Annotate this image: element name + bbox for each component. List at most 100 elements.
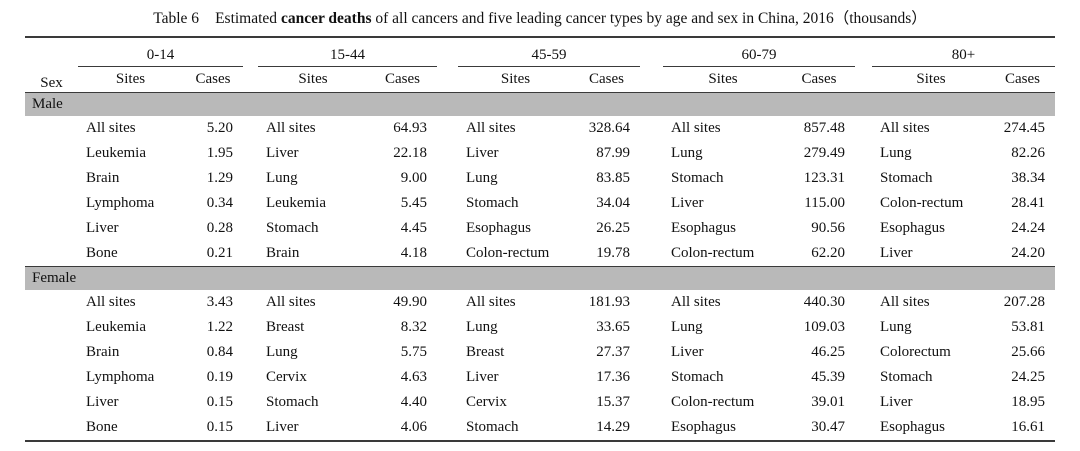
- spacer: [640, 37, 663, 93]
- cases-cell: 207.28: [1003, 294, 1045, 310]
- cases-cell: 4.63: [400, 369, 427, 385]
- cases-cell: 181.93: [588, 294, 630, 310]
- cases-cell: 0.28: [206, 220, 233, 236]
- site-cell: Bone: [78, 415, 183, 442]
- cases-cell: 90.56: [811, 220, 845, 236]
- age-group-header-80plus: 80+: [872, 37, 1055, 67]
- cases-cell: 3.43: [206, 294, 233, 310]
- age-group-header-0-14: 0-14: [78, 37, 243, 67]
- age-group-header-15-44: 15-44: [258, 37, 437, 67]
- site-cell: Leukemia: [86, 319, 146, 335]
- sex-spacer-cell: [25, 340, 78, 365]
- cases-cell: 279.49: [803, 145, 845, 161]
- site-cell: Lymphoma: [86, 369, 155, 385]
- cases-cell: 857.48: [803, 120, 845, 136]
- site-cell: All sites: [466, 294, 516, 310]
- site-cell: Stomach: [880, 369, 933, 385]
- cases-cell: 25.66: [1011, 344, 1045, 360]
- cases-cell: 30.47: [783, 415, 855, 442]
- site-cell: Stomach: [671, 369, 724, 385]
- site-cell: Liver: [466, 369, 499, 385]
- caption-bold: cancer deaths: [280, 10, 372, 27]
- male-section-header: Male: [25, 92, 1055, 116]
- spacer: [855, 216, 872, 241]
- cases-cell: 14.29: [573, 415, 640, 442]
- site-cell: Lung: [266, 170, 298, 186]
- table-row: Brain 1.29 Lung 9.00 Lung 83.85 Stomach …: [25, 166, 1055, 191]
- cases-cell: 38.34: [1011, 170, 1045, 186]
- male-section-label: Male: [25, 92, 1055, 116]
- site-cell: Brain: [86, 344, 120, 360]
- table-row: Brain 0.84 Lung 5.75 Breast 27.37 Liver …: [25, 340, 1055, 365]
- site-cell: Cervix: [466, 394, 507, 410]
- table-row: Leukemia 1.95 Liver 22.18 Liver 87.99 Lu…: [25, 141, 1055, 166]
- site-cell: Lung: [466, 319, 498, 335]
- cases-cell: 0.84: [206, 344, 233, 360]
- spacer: [640, 290, 663, 315]
- spacer: [640, 191, 663, 216]
- cases-cell: 9.00: [400, 170, 427, 186]
- cases-cell: 5.45: [400, 195, 427, 211]
- spacer: [437, 141, 458, 166]
- site-cell: All sites: [671, 120, 721, 136]
- site-cell: Liver: [86, 394, 119, 410]
- cases-cell: 1.22: [206, 319, 233, 335]
- spacer: [437, 166, 458, 191]
- spacer: [855, 37, 872, 93]
- table-row: Liver 0.28 Stomach 4.45 Esophagus 26.25 …: [25, 216, 1055, 241]
- spacer: [640, 315, 663, 340]
- site-cell: All sites: [671, 294, 721, 310]
- table-row: Lymphoma 0.34 Leukemia 5.45 Stomach 34.0…: [25, 191, 1055, 216]
- caption-post: of all cancers and five leading cancer t…: [371, 10, 927, 27]
- spacer: [243, 415, 258, 442]
- site-cell: Stomach: [671, 170, 724, 186]
- cases-cell: 0.19: [206, 369, 233, 385]
- spacer: [855, 315, 872, 340]
- sex-spacer-cell: [25, 141, 78, 166]
- cases-cell: 17.36: [596, 369, 630, 385]
- table-caption: Table 6 Estimated cancer deaths of all ca…: [0, 6, 1080, 28]
- spacer: [437, 390, 458, 415]
- site-cell: Liver: [86, 220, 119, 236]
- cases-cell: 8.32: [400, 319, 427, 335]
- spacer: [437, 290, 458, 315]
- site-cell: Esophagus: [872, 415, 990, 442]
- site-cell: Lung: [671, 319, 703, 335]
- sex-spacer-cell: [25, 290, 78, 315]
- cases-cell: 123.31: [803, 170, 845, 186]
- site-cell: Esophagus: [466, 220, 531, 236]
- spacer: [640, 241, 663, 267]
- sites-column-header: Sites: [916, 71, 946, 87]
- spacer: [855, 241, 872, 267]
- sex-spacer-cell: [25, 315, 78, 340]
- spacer: [640, 116, 663, 141]
- site-cell: All sites: [880, 120, 930, 136]
- cases-column-header: Cases: [195, 71, 231, 87]
- spacer: [437, 315, 458, 340]
- site-cell: Breast: [466, 344, 505, 360]
- cases-cell: 4.45: [400, 220, 427, 236]
- site-cell: Stomach: [458, 415, 573, 442]
- cases-cell: 4.06: [368, 415, 437, 442]
- spacer: [855, 365, 872, 390]
- cases-cell: 0.15: [183, 415, 243, 442]
- site-cell: Stomach: [880, 170, 933, 186]
- female-section-header: Female: [25, 266, 1055, 290]
- site-cell: Colon-rectum: [671, 245, 755, 261]
- cases-cell: 24.25: [1011, 369, 1045, 385]
- site-cell: Liver: [671, 344, 704, 360]
- spacer: [243, 340, 258, 365]
- site-cell: All sites: [880, 294, 930, 310]
- sex-spacer-cell: [25, 415, 78, 442]
- cases-cell: 26.25: [596, 220, 630, 236]
- cases-cell: 22.18: [393, 145, 427, 161]
- site-cell: Lung: [880, 319, 912, 335]
- site-cell: Esophagus: [671, 220, 736, 236]
- site-cell: All sites: [266, 294, 316, 310]
- sites-column-header: Sites: [500, 71, 531, 87]
- site-cell: Liver: [266, 145, 299, 161]
- site-cell: Liver: [880, 394, 913, 410]
- cases-cell: 46.25: [811, 344, 845, 360]
- site-cell: Stomach: [266, 394, 319, 410]
- cases-cell: 0.15: [206, 394, 233, 410]
